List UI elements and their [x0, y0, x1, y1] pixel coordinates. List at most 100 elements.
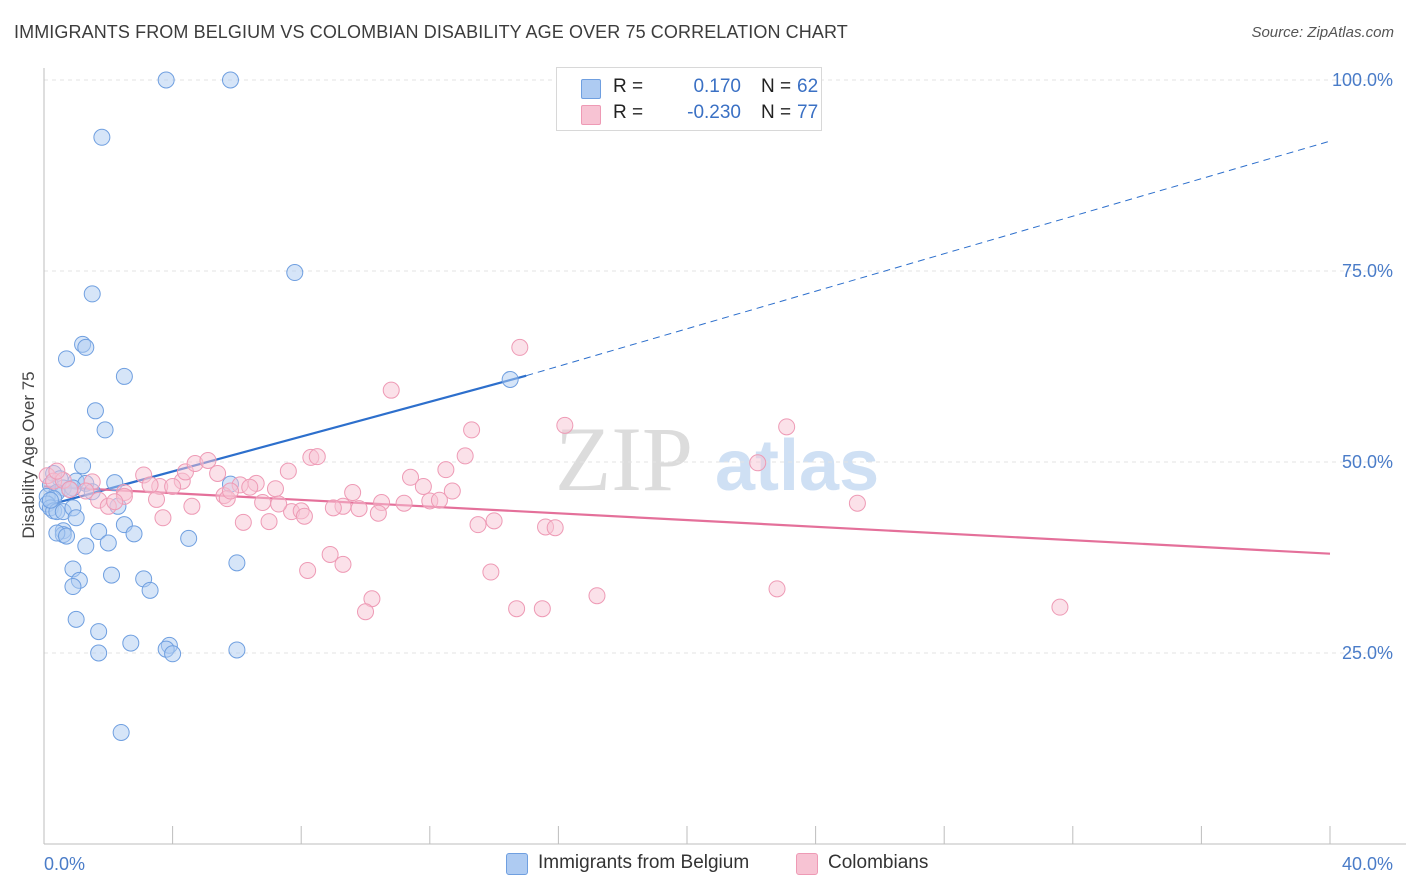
point-belgium	[83, 285, 101, 303]
correlation-legend: R = 0.170 N = 62 R = -0.230 N = 77	[556, 67, 822, 131]
point-belgium	[164, 645, 182, 663]
point-belgium	[96, 421, 114, 439]
point-belgium	[122, 634, 140, 652]
n-value: 62	[797, 76, 819, 97]
point-colombians	[848, 494, 866, 512]
point-belgium	[77, 338, 95, 356]
point-colombians	[463, 421, 481, 439]
point-belgium	[180, 529, 198, 547]
watermark-zip: ZIP	[555, 408, 693, 510]
n-value: 77	[797, 102, 819, 123]
source-label: Source: ZipAtlas.com	[1251, 24, 1394, 41]
point-colombians	[164, 477, 182, 495]
point-belgium	[115, 367, 133, 385]
point-belgium	[58, 350, 76, 368]
point-colombians	[270, 495, 288, 513]
series-legend: Immigrants from Belgium Colombians	[0, 852, 1406, 878]
point-belgium	[74, 457, 92, 475]
point-belgium	[58, 527, 76, 545]
point-colombians	[768, 580, 786, 598]
point-belgium	[93, 128, 111, 146]
point-colombians	[321, 545, 339, 563]
point-belgium	[86, 402, 104, 420]
trend-line-belgium-extension	[526, 140, 1331, 377]
point-belgium	[41, 491, 59, 509]
point-belgium	[90, 523, 108, 541]
grid-lines	[44, 79, 1390, 654]
r-label: R =	[613, 102, 644, 123]
r-value: -0.230	[687, 102, 741, 123]
point-belgium	[90, 644, 108, 662]
point-colombians	[199, 451, 217, 469]
point-colombians	[1051, 598, 1069, 616]
legend-swatch-colombians	[581, 105, 601, 125]
point-colombians	[357, 603, 374, 621]
axes	[43, 68, 1406, 845]
point-belgium	[228, 554, 246, 572]
point-colombians	[148, 490, 166, 508]
point-colombians	[350, 500, 368, 518]
point-colombians	[141, 476, 159, 494]
point-belgium	[125, 525, 143, 543]
point-colombians	[260, 513, 278, 531]
point-colombians	[279, 462, 297, 480]
r-label: R =	[613, 76, 644, 97]
y-tick-label: 75.0%	[1342, 261, 1393, 281]
point-colombians	[556, 416, 574, 434]
point-colombians	[266, 480, 284, 498]
point-colombians	[588, 587, 606, 605]
point-belgium	[67, 610, 85, 628]
point-colombians	[61, 481, 79, 499]
point-colombians	[749, 454, 767, 472]
point-belgium	[90, 623, 108, 641]
n-label: N =	[761, 76, 792, 97]
point-colombians	[778, 418, 796, 436]
point-colombians	[344, 484, 362, 502]
point-colombians	[77, 482, 95, 500]
point-colombians	[485, 512, 503, 530]
point-colombians	[209, 464, 227, 482]
point-belgium	[286, 264, 304, 282]
point-belgium	[221, 71, 239, 89]
watermark-atlas: atlas	[715, 426, 879, 506]
point-belgium	[103, 566, 121, 584]
point-colombians	[456, 447, 474, 465]
chart-title: IMMIGRANTS FROM BELGIUM VS COLOMBIAN DIS…	[14, 22, 848, 42]
data-points	[38, 71, 1069, 741]
point-colombians	[369, 504, 387, 522]
point-colombians	[324, 499, 342, 517]
point-belgium	[141, 581, 159, 599]
point-colombians	[430, 491, 448, 509]
point-belgium	[64, 578, 82, 596]
point-colombians	[154, 509, 172, 527]
point-colombians	[299, 561, 317, 579]
y-tick-label: 100.0%	[1332, 70, 1393, 90]
point-colombians	[508, 600, 526, 618]
legend-swatch-belgium	[581, 79, 601, 99]
point-colombians	[443, 482, 461, 500]
point-colombians	[469, 516, 487, 534]
point-belgium	[67, 509, 85, 527]
legend-swatch-belgium	[506, 853, 528, 875]
point-colombians	[183, 497, 201, 515]
point-colombians	[241, 478, 259, 496]
point-colombians	[533, 600, 551, 618]
point-colombians	[395, 494, 413, 512]
point-colombians	[402, 468, 420, 486]
point-colombians	[546, 519, 564, 537]
point-belgium	[99, 534, 117, 552]
x-tick-label: 40.0%	[1342, 854, 1393, 874]
y-tick-label: 50.0%	[1342, 452, 1393, 472]
point-colombians	[482, 563, 500, 581]
point-colombians	[511, 338, 529, 356]
point-colombians	[334, 555, 352, 573]
point-colombians	[414, 477, 432, 495]
r-value: 0.170	[693, 76, 741, 97]
point-colombians	[295, 507, 313, 525]
y-axis-label: Disability Age Over 75	[19, 371, 38, 538]
point-colombians	[308, 448, 326, 466]
legend-label-belgium: Immigrants from Belgium	[538, 852, 750, 873]
point-colombians	[234, 513, 252, 531]
point-colombians	[254, 493, 272, 511]
